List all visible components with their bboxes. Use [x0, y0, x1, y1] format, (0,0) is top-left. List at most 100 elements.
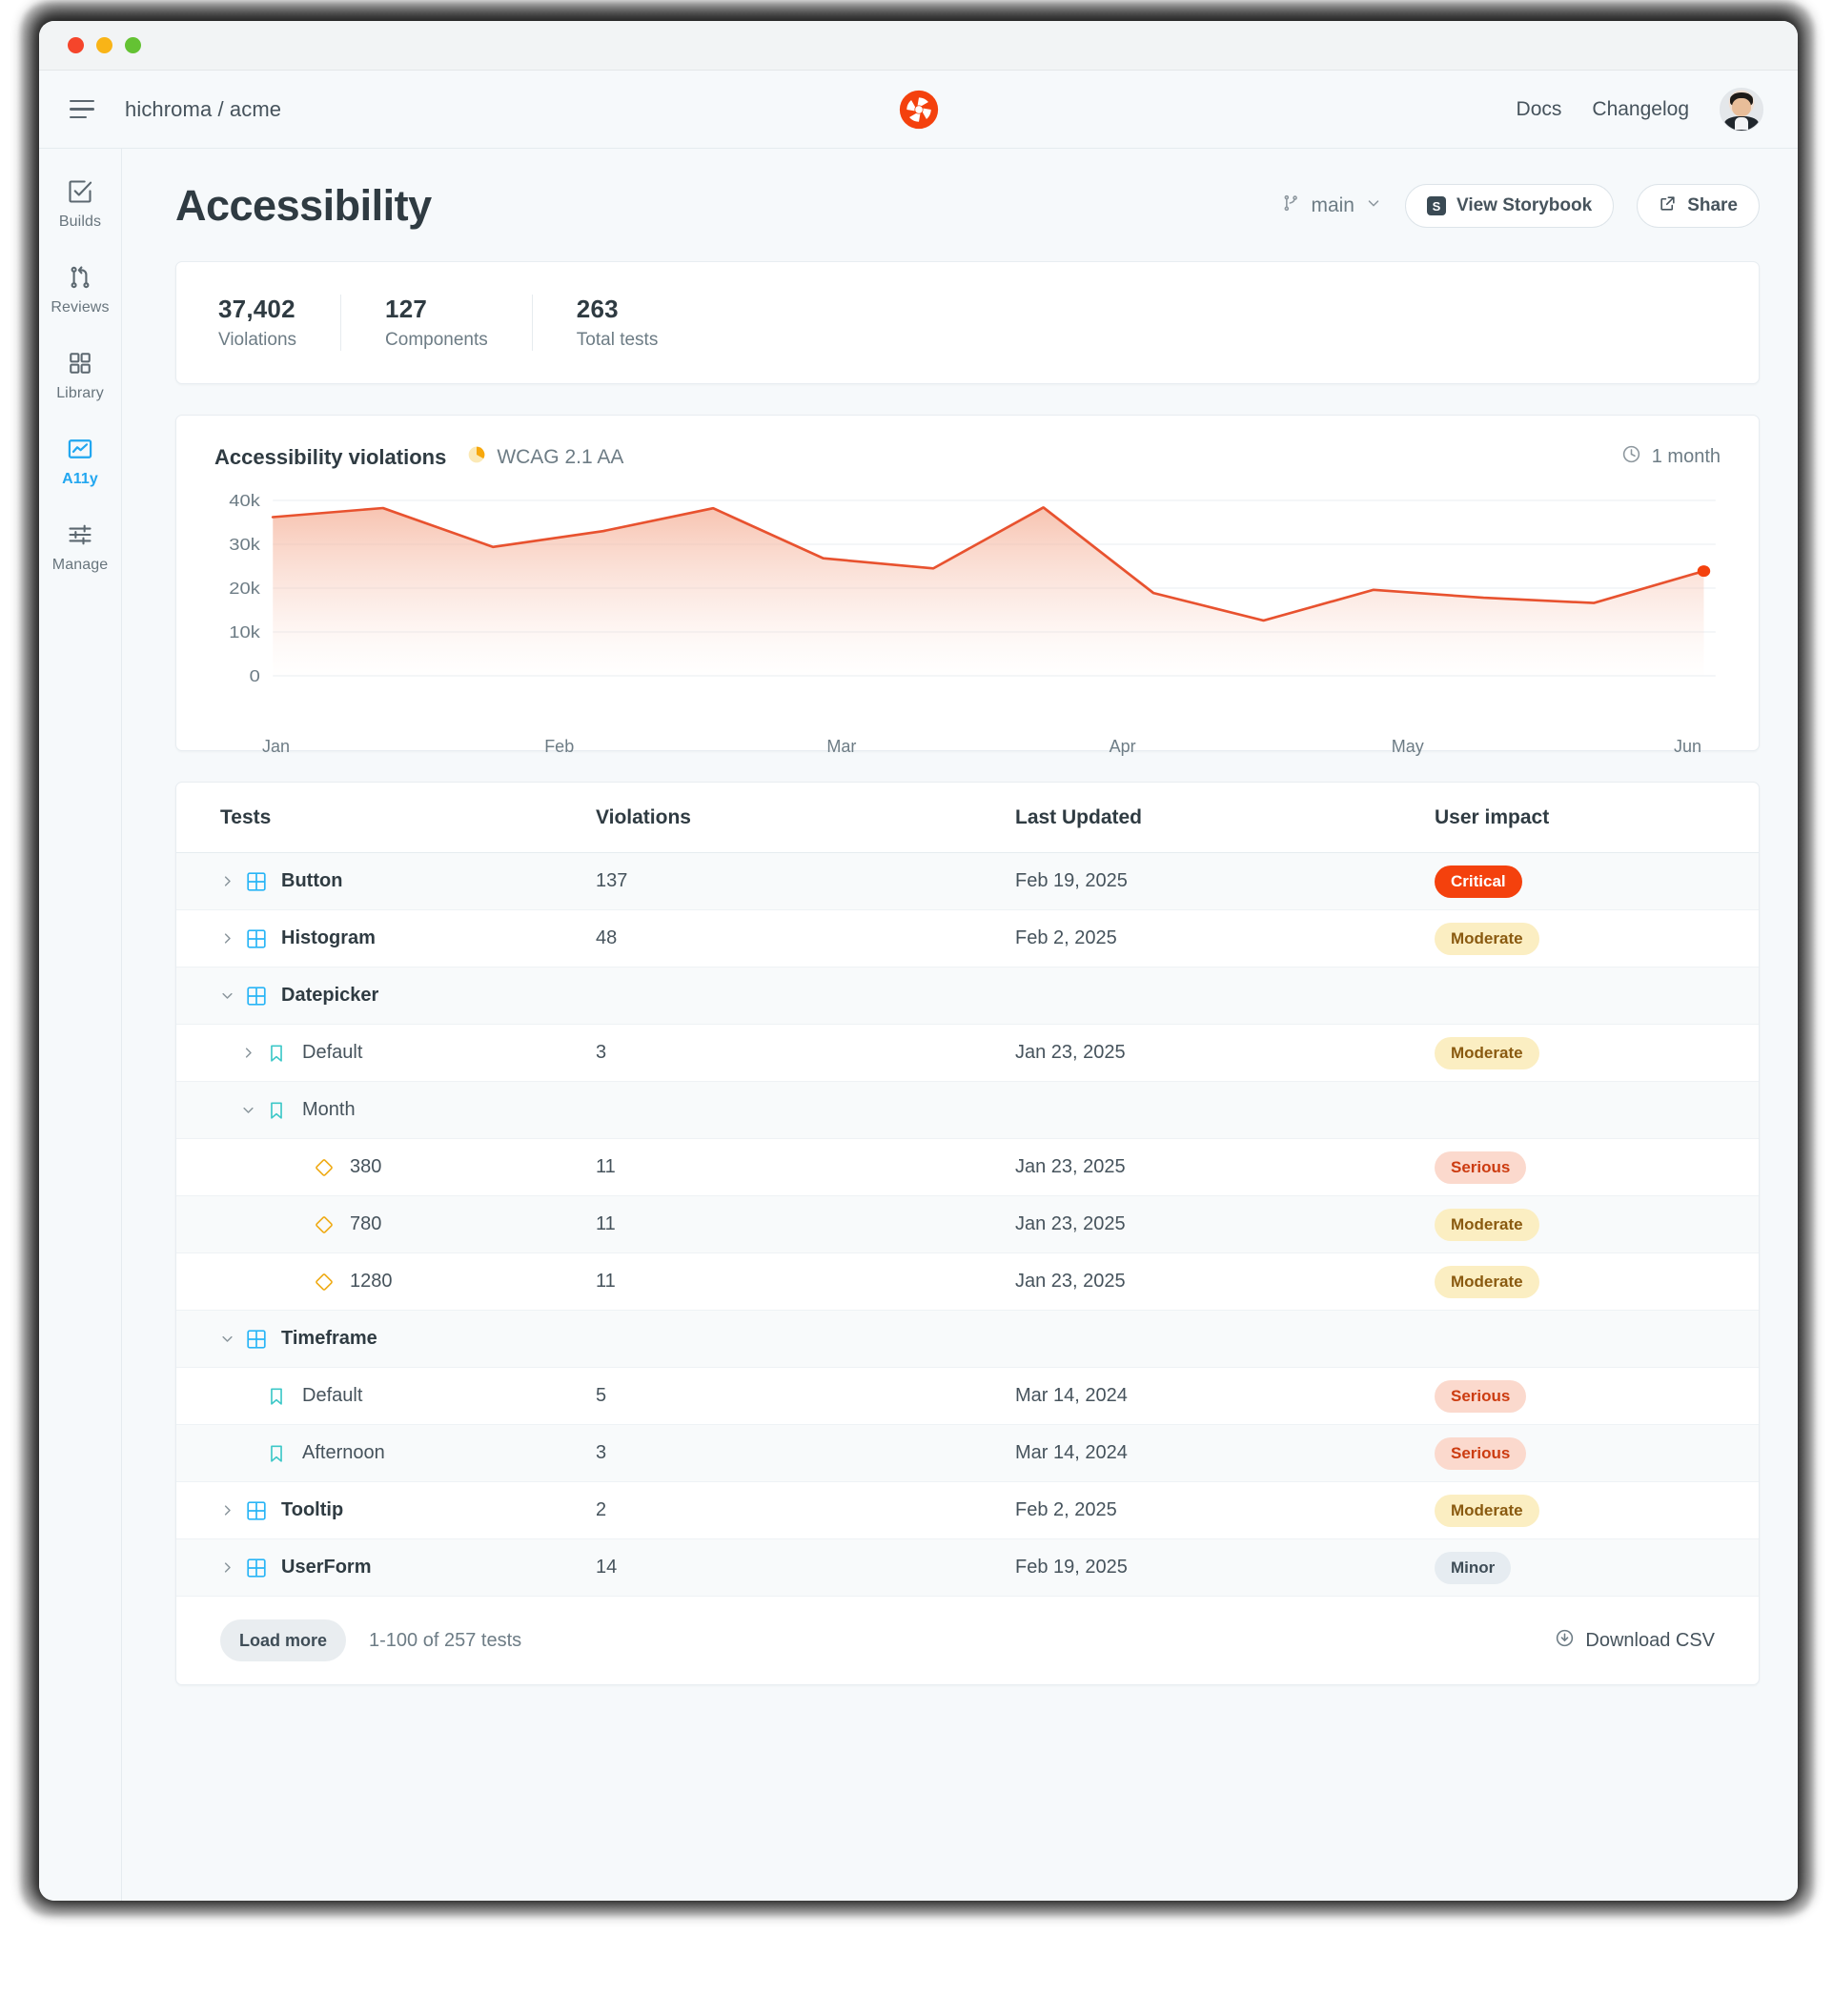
cell-test-name: Datepicker	[176, 985, 596, 1008]
branch-name: main	[1311, 194, 1354, 216]
cell-violations: 11	[596, 1156, 616, 1177]
cell-test-name: Month	[176, 1099, 596, 1121]
zoom-button[interactable]	[125, 37, 141, 53]
app-header: hichroma / acme Docs Changelog	[39, 71, 1798, 149]
cell-last-updated: Jan 23, 2025	[1015, 1271, 1126, 1292]
cell-violations: 11	[596, 1271, 616, 1292]
table-row[interactable]: Default 5 Mar 14, 2024 Serious	[176, 1368, 1759, 1425]
cell-test-name: 1280	[176, 1271, 596, 1293]
viewport-icon	[314, 1157, 340, 1178]
page-header: Accessibility main	[175, 181, 1760, 231]
column-header-violations: Violations	[596, 805, 691, 828]
cell-last-updated: Jan 23, 2025	[1015, 1042, 1126, 1063]
test-name-label: Tooltip	[281, 1499, 344, 1520]
table-row[interactable]: Timeframe	[176, 1311, 1759, 1368]
share-button[interactable]: Share	[1637, 184, 1760, 228]
menu-icon[interactable]	[66, 96, 98, 123]
a11y-icon	[66, 435, 94, 463]
chart-svg: 40k 30k 20k 10k 0	[229, 493, 1716, 686]
branch-selector[interactable]: main	[1281, 193, 1382, 219]
table-row[interactable]: Button 137 Feb 19, 2025 Critical	[176, 853, 1759, 910]
chevron-right-icon[interactable]	[241, 1046, 266, 1060]
stat-label: Violations	[218, 330, 297, 350]
download-csv-button[interactable]: Download CSV	[1555, 1628, 1715, 1654]
chevron-right-icon[interactable]	[220, 1503, 245, 1517]
xtick-label: Jan	[262, 737, 291, 756]
storybook-icon: S	[1427, 196, 1446, 215]
share-label: Share	[1687, 195, 1738, 215]
chevron-right-icon[interactable]	[220, 874, 245, 888]
breadcrumb[interactable]: hichroma / acme	[125, 96, 282, 121]
chromatic-logo-icon	[899, 90, 938, 129]
builds-icon	[66, 177, 94, 206]
cell-last-updated: Mar 14, 2024	[1015, 1385, 1128, 1406]
cell-violations: 2	[596, 1499, 607, 1520]
story-icon	[266, 1043, 293, 1064]
stat-violations: 37,402 Violations	[218, 295, 340, 351]
table-row[interactable]: 1280 11 Jan 23, 2025 Moderate	[176, 1253, 1759, 1311]
close-button[interactable]	[68, 37, 84, 53]
wcag-standard: WCAG 2.1 AA	[467, 445, 623, 469]
chart-line	[271, 506, 1705, 622]
xtick-label: Jun	[1673, 737, 1701, 756]
table-row[interactable]: 780 11 Jan 23, 2025 Moderate	[176, 1196, 1759, 1253]
table-row[interactable]: UserForm 14 Feb 19, 2025 Minor	[176, 1539, 1759, 1597]
wcag-label: WCAG 2.1 AA	[497, 445, 624, 468]
cell-user-impact: Moderate	[1435, 1494, 1759, 1527]
sidebar-item-library[interactable]: Library	[42, 349, 118, 402]
chevron-down-icon[interactable]	[220, 1332, 245, 1346]
cell-test-name: Default	[176, 1042, 596, 1064]
chevron-right-icon[interactable]	[220, 1560, 245, 1575]
chevron-down-icon[interactable]	[241, 1103, 266, 1117]
changelog-link[interactable]: Changelog	[1592, 97, 1689, 120]
status-badge: Moderate	[1435, 1494, 1539, 1527]
reviews-icon	[66, 263, 94, 292]
sidebar-item-label: Builds	[58, 214, 102, 230]
xtick-label: Apr	[1109, 737, 1136, 756]
cell-violations: 11	[596, 1213, 616, 1234]
table-row[interactable]: Month	[176, 1082, 1759, 1139]
avatar[interactable]	[1720, 87, 1763, 132]
sidebar-item-manage[interactable]: Manage	[42, 520, 118, 574]
chevron-right-icon[interactable]	[220, 931, 245, 946]
test-name-label: Button	[281, 870, 343, 891]
table-row[interactable]: Afternoon 3 Mar 14, 2024 Serious	[176, 1425, 1759, 1482]
download-csv-label: Download CSV	[1585, 1629, 1715, 1651]
table-row[interactable]: 380 11 Jan 23, 2025 Serious	[176, 1139, 1759, 1196]
component-icon	[245, 1328, 272, 1351]
table-row[interactable]: Histogram 48 Feb 2, 2025 Moderate	[176, 910, 1759, 967]
header-actions: Docs Changelog	[1516, 87, 1763, 132]
svg-text:10k: 10k	[229, 623, 260, 642]
cell-violations: 5	[596, 1385, 607, 1406]
chromatic-logo[interactable]	[899, 90, 939, 130]
load-more-button[interactable]: Load more	[220, 1619, 347, 1661]
cell-last-updated: Feb 2, 2025	[1015, 927, 1117, 948]
sidebar-item-builds[interactable]: Builds	[42, 177, 118, 231]
status-badge: Critical	[1435, 865, 1522, 898]
table-footer: Load more 1-100 of 257 tests Download CS…	[176, 1597, 1759, 1684]
stat-value: 263	[576, 295, 619, 323]
sidebar-item-label: Library	[56, 385, 104, 401]
cell-user-impact: Serious	[1435, 1151, 1759, 1184]
chevron-down-icon[interactable]	[220, 988, 245, 1003]
cell-user-impact: Moderate	[1435, 1208, 1759, 1241]
sidebar-item-a11y[interactable]: A11y	[42, 435, 118, 488]
docs-link[interactable]: Docs	[1516, 97, 1562, 120]
cell-violations: 14	[596, 1557, 618, 1578]
cell-test-name: Afternoon	[176, 1442, 596, 1464]
view-storybook-label: View Storybook	[1456, 195, 1593, 215]
cell-test-name: Tooltip	[176, 1499, 596, 1522]
sidebar-item-reviews[interactable]: Reviews	[42, 263, 118, 316]
cell-last-updated: Jan 23, 2025	[1015, 1156, 1126, 1177]
table-row[interactable]: Tooltip 2 Feb 2, 2025 Moderate	[176, 1482, 1759, 1539]
chart-last-point	[1697, 565, 1711, 578]
window-titlebar	[39, 21, 1798, 71]
cell-user-impact: Moderate	[1435, 1036, 1759, 1069]
manage-icon	[66, 520, 94, 549]
table-row[interactable]: Default 3 Jan 23, 2025 Moderate	[176, 1025, 1759, 1082]
minimize-button[interactable]	[96, 37, 112, 53]
view-storybook-button[interactable]: S View Storybook	[1405, 184, 1615, 228]
time-filter[interactable]: 1 month	[1621, 444, 1721, 470]
cell-violations: 3	[596, 1442, 607, 1463]
table-row[interactable]: Datepicker	[176, 967, 1759, 1025]
